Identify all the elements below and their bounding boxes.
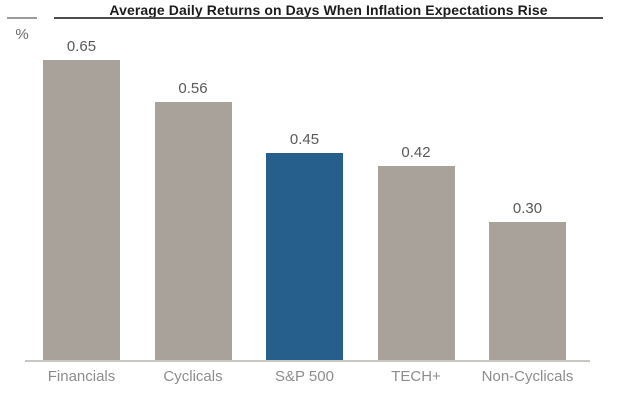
bar-value-label: 0.56 bbox=[178, 80, 208, 97]
category-label: Non-Cyclicals bbox=[481, 368, 574, 385]
category-label: Cyclicals bbox=[163, 368, 223, 385]
y-axis-tick bbox=[7, 17, 37, 19]
bar-tech bbox=[377, 166, 455, 360]
bars-area: 0.65 0.56 0.45 0.42 0.30 bbox=[43, 30, 566, 360]
category-cell-cyclicals: Cyclicals bbox=[155, 368, 232, 385]
category-cell-non-cyclicals: Non-Cyclicals bbox=[482, 368, 574, 385]
bar-group-tech: 0.42 bbox=[377, 144, 455, 360]
category-label: TECH+ bbox=[391, 368, 441, 385]
bar-value-label: 0.42 bbox=[401, 144, 431, 161]
bar-group-cyclicals: 0.56 bbox=[154, 80, 232, 360]
y-axis-unit-label: % bbox=[15, 26, 29, 43]
chart-title: Average Daily Returns on Days When Infla… bbox=[109, 2, 548, 18]
title-rule bbox=[54, 17, 603, 19]
bar-value-label: 0.45 bbox=[289, 131, 320, 148]
category-label: S&P 500 bbox=[275, 368, 334, 385]
bar-s-p-500 bbox=[266, 153, 343, 360]
bar-group-financials: 0.65 bbox=[43, 38, 120, 360]
bar-cyclicals bbox=[154, 102, 232, 360]
bar-value-label: 0.65 bbox=[66, 38, 97, 55]
category-label: Financials bbox=[47, 368, 116, 385]
category-cell-s-p-500: S&P 500 bbox=[266, 368, 343, 385]
bar-value-label: 0.30 bbox=[512, 200, 543, 217]
bar-group-s-p-500: 0.45 bbox=[266, 131, 343, 360]
category-labels-row: Financials Cyclicals S&P 500 TECH+ Non-Cycli… bbox=[43, 368, 574, 385]
bar-non-cyclicals bbox=[489, 222, 566, 360]
bar-financials bbox=[43, 60, 120, 360]
category-cell-financials: Financials bbox=[43, 368, 120, 385]
category-cell-tech: TECH+ bbox=[378, 368, 455, 385]
bar-group-non-cyclicals: 0.30 bbox=[489, 200, 566, 360]
x-axis-line bbox=[25, 360, 590, 362]
